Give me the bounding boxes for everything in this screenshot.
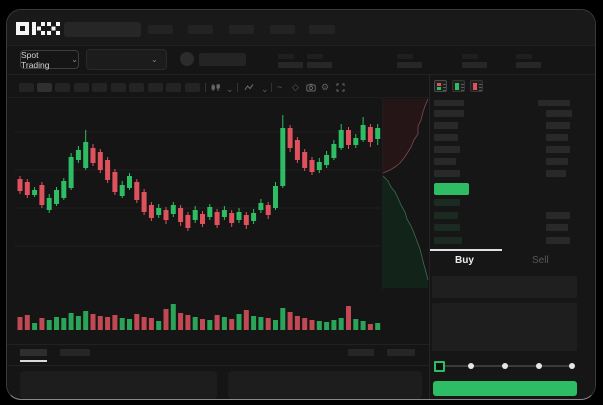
indicator-icon[interactable] <box>244 83 254 92</box>
line-tool-icon[interactable]: ~ <box>277 82 283 92</box>
settings-gear-icon[interactable]: ⚙ <box>321 82 330 92</box>
chevron-down-icon[interactable]: ⌄ <box>261 84 269 94</box>
price-input[interactable] <box>432 276 577 298</box>
camera-icon[interactable] <box>306 83 316 92</box>
app-window: Spot Trading ⌄ ⌄ ⌄ ⌄ ~ ◇ ⚙ <box>6 9 596 400</box>
ask-row-amount[interactable] <box>546 158 568 165</box>
nav-item[interactable] <box>309 25 335 34</box>
bid-row-price[interactable] <box>434 199 460 206</box>
active-tab-underline <box>20 360 47 362</box>
ask-row-amount[interactable] <box>546 170 566 177</box>
market-type-label: Spot Trading <box>21 49 50 70</box>
nav-item[interactable] <box>188 25 213 34</box>
buy-tab-underline <box>430 249 502 251</box>
ask-row-amount[interactable] <box>546 146 570 153</box>
draw-tool-icon[interactable]: ◇ <box>292 82 299 92</box>
timeframe-button-selected[interactable] <box>37 83 52 92</box>
chart-type-icon[interactable] <box>211 83 221 92</box>
tab-sell[interactable]: Sell <box>532 255 549 266</box>
bid-row-amount[interactable] <box>546 211 570 219</box>
pair-price-placeholder <box>199 53 246 66</box>
timeframe-button[interactable] <box>166 83 181 92</box>
buy-submit-button[interactable] <box>433 381 577 396</box>
ask-row-amount[interactable] <box>546 134 568 141</box>
slider-dot[interactable] <box>536 363 542 369</box>
chevron-down-icon: ⌄ <box>71 54 78 64</box>
slider-handle[interactable] <box>434 361 445 372</box>
orderbook-col-header <box>434 100 464 106</box>
chevron-down-icon: ⌄ <box>151 54 158 64</box>
timeframe-button[interactable] <box>129 83 144 92</box>
timeframe-button[interactable] <box>55 83 70 92</box>
ask-row-amount[interactable] <box>546 122 570 129</box>
search-input[interactable] <box>64 22 141 37</box>
ask-row-price[interactable] <box>434 110 464 117</box>
ask-row-amount[interactable] <box>546 110 572 117</box>
history-tab[interactable] <box>60 349 90 356</box>
slider-dot[interactable] <box>468 363 474 369</box>
timeframe-button[interactable] <box>92 83 107 92</box>
chevron-down-icon[interactable]: ⌄ <box>226 84 234 94</box>
bid-row-amount[interactable] <box>546 236 570 244</box>
bid-row-price[interactable] <box>434 236 462 244</box>
nav-item[interactable] <box>148 25 173 34</box>
ask-row-price[interactable] <box>434 146 460 153</box>
timeframe-button[interactable] <box>19 83 34 92</box>
last-price-badge[interactable] <box>434 183 469 195</box>
slider-dot[interactable] <box>569 363 575 369</box>
orderbook-col-header <box>538 100 570 106</box>
timeframe-button[interactable] <box>111 83 126 92</box>
pair-dropdown[interactable]: ⌄ <box>86 49 167 70</box>
orders-panel-placeholder <box>228 371 422 399</box>
ask-row-price[interactable] <box>434 158 456 165</box>
ask-row-price[interactable] <box>434 134 458 141</box>
bottom-action[interactable] <box>387 349 415 356</box>
orderbook-view-asks-icon[interactable] <box>470 80 483 92</box>
bottom-action[interactable] <box>348 349 374 356</box>
timeframe-button[interactable] <box>185 83 200 92</box>
orderbook-view-both-icon[interactable] <box>434 80 447 92</box>
price-chart[interactable] <box>6 9 596 400</box>
orders-tab-active[interactable] <box>20 349 47 356</box>
fullscreen-icon[interactable] <box>336 83 345 92</box>
ask-row-price[interactable] <box>434 122 458 129</box>
okx-logo <box>16 22 60 35</box>
slider-dot[interactable] <box>502 363 508 369</box>
tab-buy[interactable]: Buy <box>455 255 474 266</box>
bid-row-amount[interactable] <box>546 224 568 231</box>
nav-item[interactable] <box>229 25 254 34</box>
timeframe-button[interactable] <box>148 83 163 92</box>
bid-row-price[interactable] <box>434 211 458 219</box>
orderbook-view-bids-icon[interactable] <box>452 80 465 92</box>
orders-panel-placeholder <box>20 371 217 399</box>
nav-item[interactable] <box>270 25 295 34</box>
market-type-dropdown[interactable]: Spot Trading ⌄ <box>20 49 79 70</box>
coin-icon <box>180 52 194 66</box>
bid-row-price[interactable] <box>434 224 460 231</box>
ask-row-price[interactable] <box>434 170 460 177</box>
timeframe-button[interactable] <box>74 83 89 92</box>
amount-input[interactable] <box>432 303 577 351</box>
